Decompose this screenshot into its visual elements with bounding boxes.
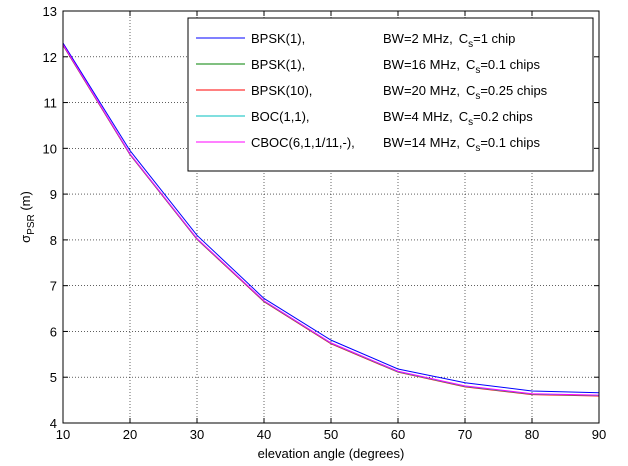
- y-tick-label: 8: [50, 233, 57, 248]
- y-tick-label: 7: [50, 279, 57, 294]
- x-tick-label: 70: [458, 427, 472, 442]
- legend-bandwidth: BW=20 MHz,: [383, 83, 460, 98]
- legend-chip-spacing: Cs=1 chip: [459, 31, 516, 50]
- legend-cs-value: =0.25 chips: [480, 83, 547, 98]
- y-axis-label-sub: PSR: [26, 214, 37, 235]
- legend-cs-symbol: C: [466, 135, 475, 150]
- x-tick-label: 40: [257, 427, 271, 442]
- series-line-4: [62, 44, 600, 396]
- x-tick-label: 50: [324, 427, 338, 442]
- legend-item: BPSK(1), BW=2 MHz, Cs=1 chip: [196, 31, 515, 50]
- y-axis-label-base: σ: [18, 235, 33, 243]
- legend-chip-spacing: Cs=0.1 chips: [466, 57, 541, 76]
- legend-item: BPSK(10), BW=20 MHz, Cs=0.25 chips: [196, 83, 548, 102]
- x-tick-label: 20: [123, 427, 137, 442]
- legend-bandwidth: BW=16 MHz,: [383, 57, 460, 72]
- legend-series-name: BOC(1,1),: [251, 109, 310, 124]
- y-tick-label: 13: [43, 4, 57, 19]
- legend-series-name: BPSK(1),: [251, 57, 305, 72]
- legend-cs-value: =0.1 chips: [480, 135, 540, 150]
- legend-cs-subscript: s: [475, 143, 480, 154]
- legend-item: BOC(1,1), BW=4 MHz, Cs=0.2 chips: [196, 109, 533, 128]
- x-tick-label: 80: [525, 427, 539, 442]
- legend-chip-spacing: Cs=0.25 chips: [466, 83, 548, 102]
- legend-box: [187, 17, 594, 172]
- y-tick-label: 11: [44, 96, 58, 111]
- legend-bandwidth: BW=4 MHz,: [383, 109, 453, 124]
- legend-bandwidth: BW=2 MHz,: [383, 31, 453, 46]
- legend-cs-subscript: s: [468, 117, 473, 128]
- x-axis-label: elevation angle (degrees): [258, 446, 405, 461]
- y-tick-label: 10: [43, 141, 57, 156]
- x-tick-label: 10: [56, 427, 70, 442]
- legend-cs-value: =0.2 chips: [473, 109, 533, 124]
- y-tick-label: 5: [50, 370, 57, 385]
- legend-bandwidth: BW=14 MHz,: [383, 135, 460, 150]
- legend-chip-spacing: Cs=0.1 chips: [466, 135, 541, 154]
- y-tick-label: 9: [50, 187, 57, 202]
- x-tick-label: 60: [391, 427, 405, 442]
- legend-series-name: BPSK(10),: [251, 83, 312, 98]
- legend-series-name: BPSK(1),: [251, 31, 305, 46]
- x-tick-label: 30: [190, 427, 204, 442]
- x-tick-label: 90: [592, 427, 606, 442]
- axis-ticks: 10 20 30 40 50 60 70 80 90 4 5 6 7 8 9 10 11 12 13: [43, 4, 607, 442]
- series-line-0: [62, 42, 600, 394]
- y-tick-label: 4: [50, 416, 57, 431]
- legend-item: BPSK(1), BW=16 MHz, Cs=0.1 chips: [196, 57, 540, 76]
- legend-cs-subscript: s: [475, 91, 480, 102]
- series-lines: [62, 42, 600, 397]
- legend-item: CBOC(6,1,1/11,-), BW=14 MHz, Cs=0.1 chips: [196, 135, 540, 154]
- legend-cs-subscript: s: [468, 39, 473, 50]
- legend-chip-spacing: Cs=0.2 chips: [459, 109, 534, 128]
- legend-cs-symbol: C: [459, 109, 468, 124]
- y-axis-label: σPSR (m): [18, 191, 37, 243]
- legend-cs-symbol: C: [459, 31, 468, 46]
- y-tick-label: 6: [50, 324, 57, 339]
- y-axis-label-suffix: (m): [18, 191, 33, 214]
- legend-cs-symbol: C: [466, 83, 475, 98]
- y-tick-label: 12: [43, 50, 57, 65]
- legend-cs-subscript: s: [475, 65, 480, 76]
- legend-cs-value: =1 chip: [473, 31, 515, 46]
- legend-series-name: CBOC(6,1,1/11,-),: [251, 135, 355, 150]
- legend-cs-symbol: C: [466, 57, 475, 72]
- legend-cs-value: =0.1 chips: [480, 57, 540, 72]
